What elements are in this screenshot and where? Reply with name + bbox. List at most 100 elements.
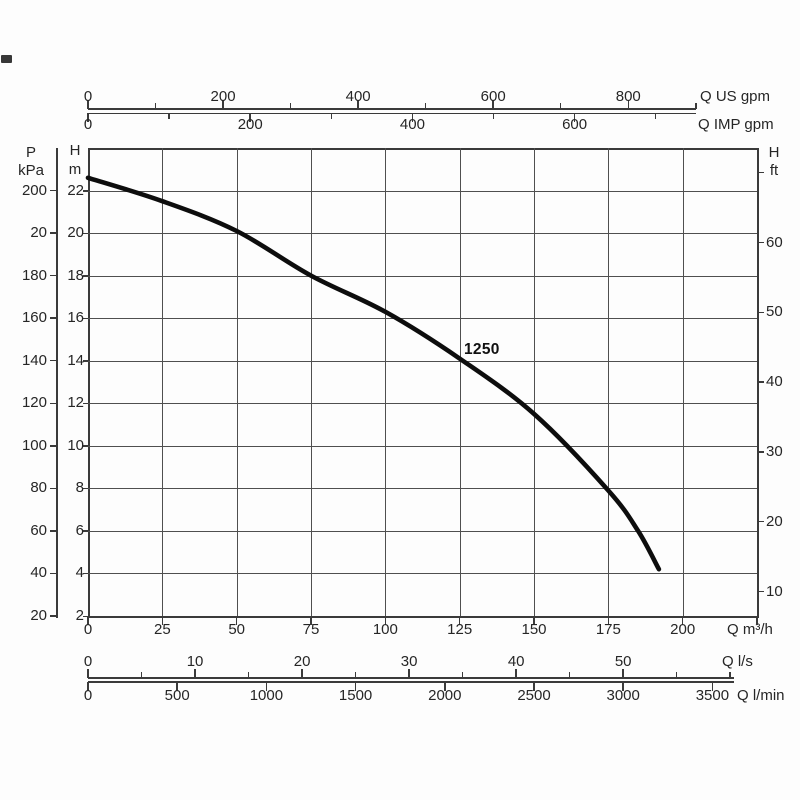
tick-lmin-2500 (533, 682, 535, 691)
tick-y-ft-10 (757, 590, 764, 593)
tick-y-kpa-3 (49, 317, 56, 319)
tick-y-m-8 (83, 487, 88, 490)
minor-tick-us-gpm-300 (289, 103, 292, 109)
tick-x-m3h-edge (756, 616, 758, 625)
tick-label-x-m3h-100: 100 (372, 621, 398, 638)
minor-tick-ls-15 (247, 672, 250, 678)
tick-x-m3h-100 (384, 616, 387, 625)
gridline-v-200 (682, 148, 684, 616)
x-axis-us-gpm-unit-label: Q US gpm (700, 88, 771, 105)
tick-label-y-ft-50: 50 (766, 303, 783, 321)
tick-label-lmin-500: 500 (164, 687, 190, 704)
tick-label-lmin-2500: 2500 (517, 687, 551, 704)
minor-tick-us-gpm-700 (559, 103, 562, 109)
tick-x-m3h-150 (533, 616, 535, 625)
tick-label-y-m-6: 6 (75, 521, 84, 539)
minor-tick-imp-gpm-700 (654, 113, 657, 119)
tick-label-lmin-3500: 3500 (695, 687, 730, 704)
tick-label-y-kpa-3: 160 (21, 309, 47, 327)
tick-label-y-m-4: 4 (75, 564, 84, 582)
tick-label-y-m-12: 12 (67, 394, 84, 412)
gridline-h-12m (88, 403, 757, 405)
tick-y-kpa-1 (49, 232, 56, 234)
tick-label-imp-gpm-200: 200 (237, 116, 263, 133)
tick-label-y-ft-40: 40 (766, 373, 783, 391)
tick-lmin-500 (176, 682, 178, 691)
tick-label-ls-20: 20 (293, 653, 311, 670)
tick-label-ls-0: 0 (83, 653, 93, 670)
tick-label-x-m3h-175: 175 (595, 621, 621, 638)
tick-label-y-m-8: 8 (75, 479, 84, 497)
axis-line-ls (88, 677, 734, 679)
tick-us-gpm-800 (627, 100, 629, 109)
tick-imp-gpm-0 (87, 113, 89, 122)
tick-y-ft-50 (757, 311, 764, 314)
tick-y-m-14 (83, 360, 88, 362)
tick-ls-10 (194, 669, 196, 678)
minor-tick-ls-55 (675, 672, 678, 678)
gridline-v-25 (162, 148, 164, 616)
tick-label-lmin-1500: 1500 (338, 687, 373, 704)
tick-label-lmin-0: 0 (83, 687, 93, 704)
tick-label-lmin-2000: 2000 (428, 687, 462, 704)
tick-y-ft-40 (757, 381, 764, 383)
tick-lmin-3500 (711, 682, 714, 691)
tick-y-kpa-6 (49, 445, 56, 447)
tick-us-gpm-200 (222, 100, 224, 109)
gridline-h-4m (88, 573, 757, 575)
tick-us-gpm-400 (357, 100, 359, 109)
tick-label-y-ft-30: 30 (766, 442, 783, 460)
pump-curve-1250 (85, 175, 662, 572)
tick-label-y-ft-10: 10 (766, 582, 783, 600)
tick-lmin-1000 (265, 682, 268, 691)
tick-label-lmin-1000: 1000 (249, 687, 284, 704)
tick-y-kpa-4 (49, 359, 56, 362)
tick-label-y-kpa-2: 180 (21, 266, 47, 284)
tick-label-imp-gpm-0: 0 (83, 116, 93, 133)
tick-label-x-m3h-75: 75 (302, 621, 320, 638)
tick-label-lmin-3000: 3000 (606, 687, 640, 704)
tick-label-y-m-14: 14 (67, 351, 84, 369)
tick-imp-gpm-200 (249, 113, 251, 122)
gridline-h-22m (88, 190, 757, 192)
minor-tick-ls-35 (461, 672, 464, 678)
plot-border-top (88, 148, 757, 150)
y-axis-kpa-unit-label: kPa (18, 162, 44, 179)
tick-label-y-m-22: 22 (67, 181, 84, 199)
tick-ls-50 (622, 669, 624, 678)
tick-label-y-kpa-6: 100 (21, 436, 47, 454)
tick-label-y-ft-60: 60 (766, 233, 783, 251)
minor-tick-us-gpm-100 (154, 103, 157, 109)
minor-tick-ls-25 (354, 672, 357, 678)
gridline-v-175 (608, 148, 610, 616)
curve-label-1250: 1250 (464, 341, 500, 358)
tick-label-x-m3h-125: 125 (447, 621, 473, 638)
plot-border-bottom (88, 616, 759, 618)
tick-label-y-kpa-9: 40 (30, 564, 47, 582)
tick-label-y-kpa-7: 80 (30, 479, 47, 497)
tick-label-us-gpm-800: 800 (615, 88, 641, 105)
tick-label-y-kpa-8: 60 (30, 521, 47, 539)
tick-y-kpa-0 (49, 189, 56, 192)
tick-label-y-kpa-1: 20 (30, 224, 47, 242)
y-axis-ft-unit-label: ft (769, 162, 779, 179)
y-axis-m-quantity-label: H (69, 142, 81, 159)
tick-lmin-0 (87, 682, 89, 691)
minor-tick-ls-5 (140, 672, 143, 678)
tick-label-x-m3h-25: 25 (153, 621, 171, 638)
gridline-h-14m (88, 360, 757, 362)
y-axis-ft-quantity-label: H (768, 144, 780, 161)
tick-imp-gpm-600 (573, 113, 576, 122)
tick-y-ft-unlabeled-70 (757, 171, 764, 174)
tick-label-imp-gpm-600: 600 (562, 116, 588, 133)
gridline-h-10m (88, 445, 757, 447)
tick-y-kpa-2 (49, 274, 56, 277)
scan-artifact (1, 55, 12, 63)
x-axis-lmin-unit-label: Q l/min (737, 687, 785, 704)
tick-lmin-3000 (622, 682, 624, 691)
tick-lmin-1500 (354, 682, 357, 691)
gridline-v-125 (459, 148, 461, 616)
plot-border-left (88, 148, 90, 616)
